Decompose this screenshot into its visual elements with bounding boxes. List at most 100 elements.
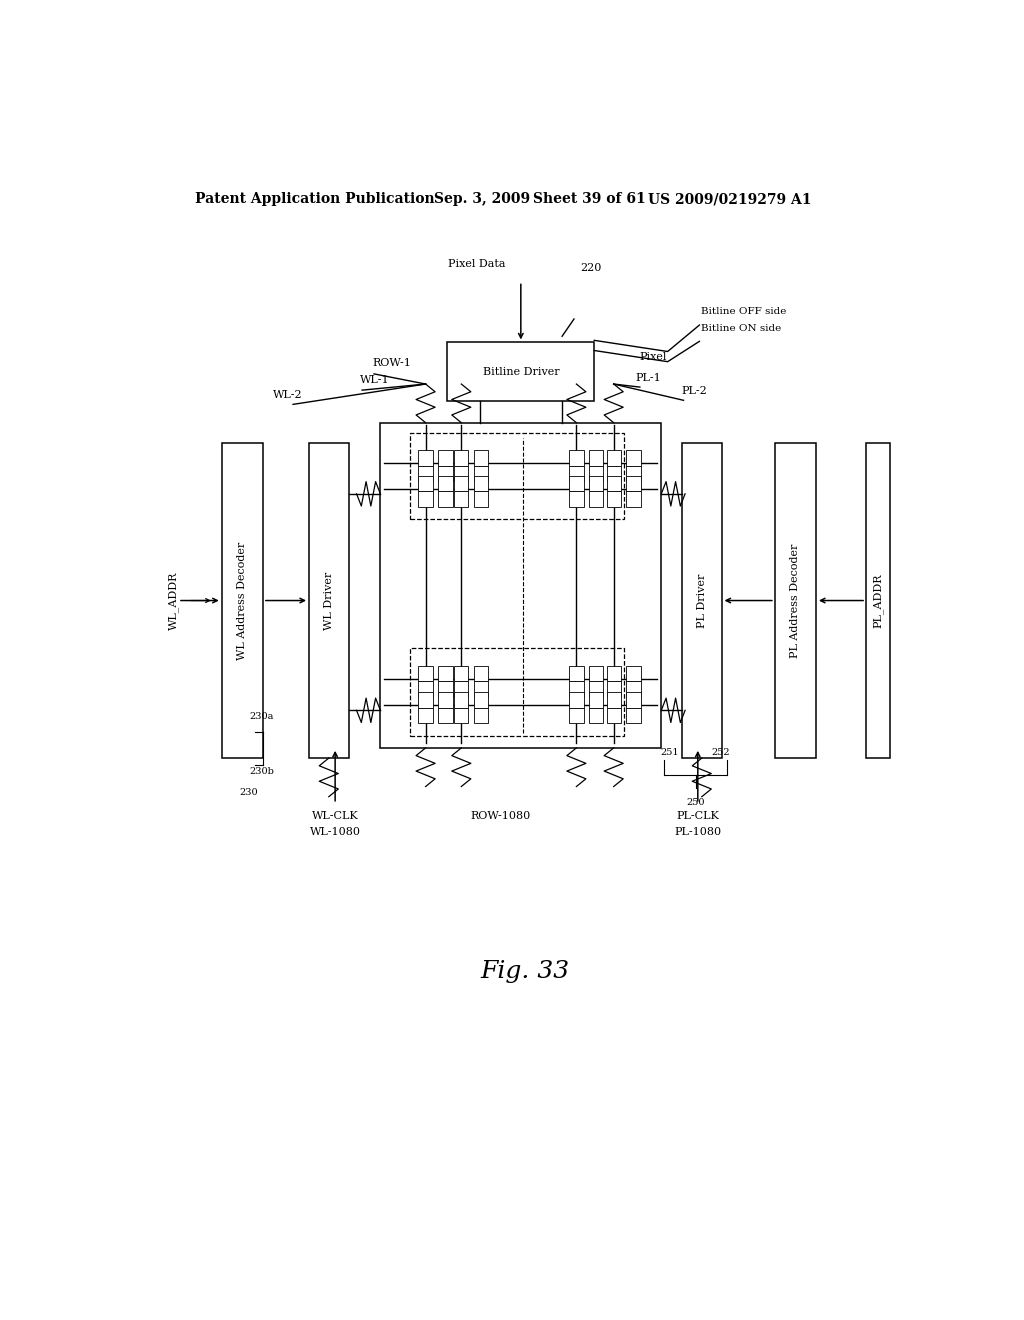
Bar [474, 693, 488, 708]
Text: WL-2: WL-2 [273, 391, 303, 400]
Text: ROW-1080: ROW-1080 [471, 810, 531, 821]
Bar [627, 708, 641, 723]
Bar [569, 466, 584, 482]
Bar [474, 665, 488, 681]
Text: Bitline Driver: Bitline Driver [482, 367, 559, 376]
Bar [569, 693, 584, 708]
Bar [438, 477, 453, 491]
Bar [474, 491, 488, 507]
Bar [380, 422, 662, 748]
Bar [627, 665, 641, 681]
Bar [419, 466, 433, 482]
Bar [606, 491, 621, 507]
Text: WL-1080: WL-1080 [309, 828, 360, 837]
Bar [627, 681, 641, 697]
Bar [606, 450, 621, 466]
Bar [438, 708, 453, 723]
Bar [419, 681, 433, 697]
Bar [419, 665, 433, 681]
Text: 252: 252 [712, 748, 730, 758]
Text: Sheet 39 of 61: Sheet 39 of 61 [532, 191, 645, 206]
Bar [455, 491, 468, 507]
Bar [569, 681, 584, 697]
Text: Bitline ON side: Bitline ON side [701, 325, 781, 333]
Bar [606, 708, 621, 723]
Bar [438, 466, 453, 482]
Text: Patent Application Publication: Patent Application Publication [196, 191, 435, 206]
Bar [410, 433, 624, 519]
Bar [606, 693, 621, 708]
Bar [775, 444, 816, 758]
Bar [455, 466, 468, 482]
Text: Sep. 3, 2009: Sep. 3, 2009 [433, 191, 529, 206]
Bar [438, 665, 453, 681]
Bar [419, 477, 433, 491]
Bar [589, 466, 603, 482]
Text: PL Driver: PL Driver [696, 573, 707, 628]
Text: 230: 230 [239, 788, 258, 796]
Bar [682, 444, 722, 758]
Bar [627, 450, 641, 466]
Bar [438, 491, 453, 507]
Text: Fig. 33: Fig. 33 [480, 960, 569, 983]
Bar [455, 477, 468, 491]
Text: PL-CLK: PL-CLK [677, 810, 719, 821]
Text: PL-2: PL-2 [681, 387, 707, 396]
Text: 220: 220 [581, 263, 602, 273]
Bar [589, 665, 603, 681]
Bar [455, 681, 468, 697]
Bar [866, 444, 890, 758]
Bar [419, 491, 433, 507]
Bar [627, 466, 641, 482]
Bar [455, 693, 468, 708]
Text: 250: 250 [686, 797, 706, 807]
Bar [569, 477, 584, 491]
Bar [589, 693, 603, 708]
Bar [419, 450, 433, 466]
Bar [221, 444, 263, 758]
Bar [474, 708, 488, 723]
Text: Pixel Data: Pixel Data [449, 259, 506, 269]
Bar [627, 477, 641, 491]
Bar [455, 708, 468, 723]
Bar [589, 681, 603, 697]
Text: 230b: 230b [250, 767, 274, 776]
Bar [569, 665, 584, 681]
Bar [474, 681, 488, 697]
Bar [438, 681, 453, 697]
Text: WL_ADDR: WL_ADDR [169, 572, 179, 630]
Text: US 2009/0219279 A1: US 2009/0219279 A1 [648, 191, 811, 206]
Bar [589, 450, 603, 466]
Bar [589, 491, 603, 507]
Bar [455, 450, 468, 466]
Bar [474, 477, 488, 491]
Bar [606, 681, 621, 697]
Text: ROW-1: ROW-1 [373, 358, 412, 368]
Bar [569, 450, 584, 466]
Bar [606, 665, 621, 681]
Bar [569, 491, 584, 507]
Bar [606, 477, 621, 491]
Bar [438, 693, 453, 708]
Bar [410, 648, 624, 735]
Bar [627, 693, 641, 708]
Text: 230a: 230a [250, 713, 273, 722]
Bar [455, 665, 468, 681]
Text: PL_ADDR: PL_ADDR [872, 573, 884, 628]
Bar [589, 708, 603, 723]
Bar [589, 477, 603, 491]
Text: PL Address Decoder: PL Address Decoder [791, 544, 801, 657]
Text: WL Driver: WL Driver [324, 572, 334, 630]
Bar [474, 450, 488, 466]
Text: 251: 251 [660, 748, 679, 758]
Text: WL-1: WL-1 [359, 375, 389, 385]
Bar [627, 491, 641, 507]
Bar [309, 444, 348, 758]
Text: Bitline OFF side: Bitline OFF side [701, 308, 786, 315]
Text: PL-1080: PL-1080 [674, 828, 721, 837]
Bar [606, 466, 621, 482]
Text: Pixel: Pixel [640, 351, 668, 362]
Text: WL Address Decoder: WL Address Decoder [238, 541, 247, 660]
Text: PL-1: PL-1 [636, 374, 662, 383]
Bar [419, 693, 433, 708]
